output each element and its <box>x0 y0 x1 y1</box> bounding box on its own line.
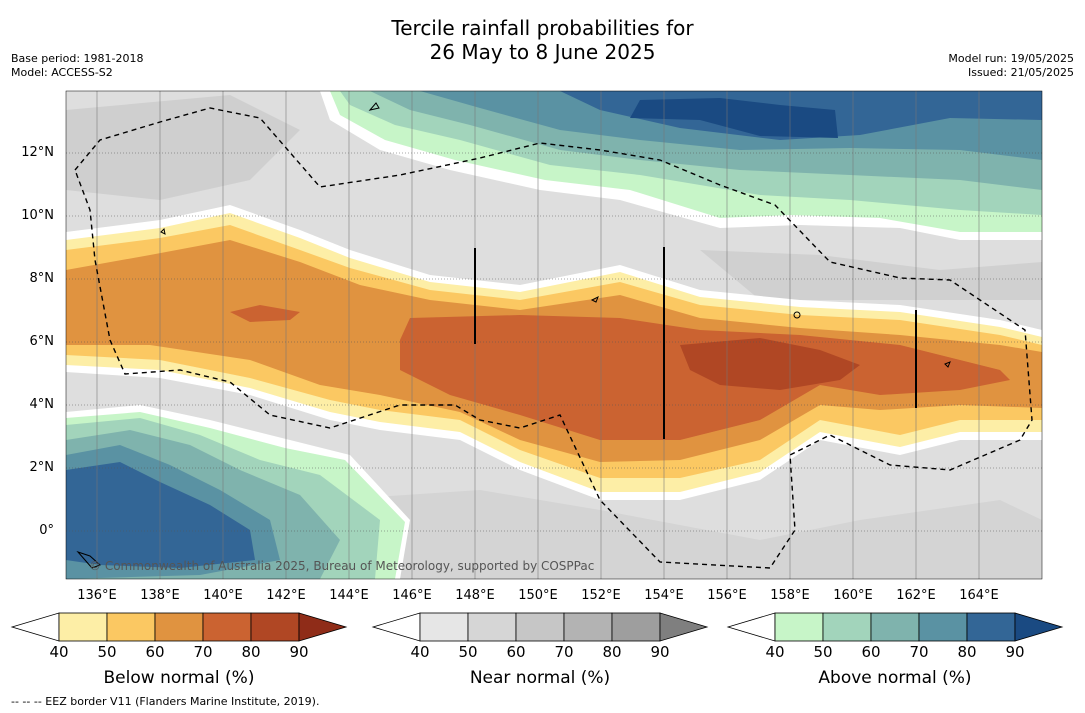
colorbar-below-segment <box>250 612 300 642</box>
colorbar-title-near: Near normal (%) <box>469 668 611 688</box>
lat-label: 10°N <box>21 208 54 223</box>
lon-label: 160°E <box>833 588 873 603</box>
map-credit: © Commonwealth of Australia 2025, Bureau… <box>89 559 595 573</box>
lat-label: 6°N <box>29 334 55 349</box>
lon-label: 146°E <box>392 588 432 603</box>
colorbar-below-high-arrow <box>298 612 348 642</box>
colorbar-tick: 90 <box>650 643 670 661</box>
colorbar-above-high-arrow <box>1014 612 1064 642</box>
lon-label: 156°E <box>707 588 747 603</box>
above-normal-max <box>630 98 838 138</box>
colorbar-tick: 70 <box>554 643 574 661</box>
colorbar-tick: 80 <box>957 643 977 661</box>
map-field <box>66 91 1042 579</box>
lon-label: 154°E <box>644 588 684 603</box>
lon-label: 158°E <box>770 588 810 603</box>
gridlines <box>66 152 1042 532</box>
eez-footnote: -- -- -- EEZ border V11 (Flanders Marine… <box>11 695 320 708</box>
colorbar-above-low-arrow <box>726 612 776 642</box>
colorbar-near-segment <box>419 612 469 642</box>
lat-label: 0° <box>39 523 54 538</box>
colorbar-tick: 60 <box>145 643 165 661</box>
above-normal-sw-90 <box>66 462 255 568</box>
lon-label: 164°E <box>959 588 999 603</box>
colorbar-near-low-arrow <box>371 612 421 642</box>
below-normal-80-patch <box>230 305 300 322</box>
lon-label: 140°E <box>203 588 243 603</box>
colorbar-below-segment <box>58 612 108 642</box>
colorbar-near-segment <box>563 612 613 642</box>
lat-label: 4°N <box>29 397 55 412</box>
colorbar-near-segment <box>515 612 565 642</box>
lon-label: 142°E <box>266 588 306 603</box>
colorbar-below-segment <box>202 612 252 642</box>
colorbar-title-above: Above normal (%) <box>818 668 972 688</box>
title-line2: 26 May to 8 June 2025 <box>429 40 656 64</box>
model-name: Model: ACCESS-S2 <box>11 66 113 79</box>
map-frame <box>65 90 1043 580</box>
islands <box>76 102 951 569</box>
colorbars <box>10 612 1064 642</box>
colorbar-near-high-arrow <box>659 612 709 642</box>
colorbar-above-segment <box>966 612 1016 642</box>
lon-label: 136°E <box>77 588 117 603</box>
colorbar-above-segment <box>822 612 872 642</box>
lat-label: 12°N <box>21 145 54 160</box>
colorbar-below-segment <box>154 612 204 642</box>
colorbar-tick: 50 <box>458 643 478 661</box>
reference-lines <box>474 247 917 439</box>
lon-label: 138°E <box>140 588 180 603</box>
eez-border <box>74 107 1033 569</box>
colorbar-tick: 80 <box>241 643 261 661</box>
colorbar-tick: 70 <box>909 643 929 661</box>
colorbar-near-segment <box>467 612 517 642</box>
near-normal-patch <box>66 95 300 200</box>
colorbar-tick: 60 <box>861 643 881 661</box>
lat-label: 8°N <box>29 271 55 286</box>
near-normal-patch <box>700 250 1042 300</box>
meta-left: Base period: 1981-2018 Model: ACCESS-S2 <box>11 52 143 80</box>
colorbar-near-segment <box>611 612 661 642</box>
colorbar-tick: 90 <box>1005 643 1025 661</box>
lon-label: 162°E <box>896 588 936 603</box>
colorbar-tick: 90 <box>289 643 309 661</box>
lon-label: 148°E <box>455 588 495 603</box>
colorbar-above-segment <box>918 612 968 642</box>
colorbar-below-low-arrow <box>10 612 60 642</box>
base-period: Base period: 1981-2018 <box>11 52 144 65</box>
meta-right: Model run: 19/05/2025 Issued: 21/05/2025 <box>948 52 1074 80</box>
colorbar-above-segment <box>870 612 920 642</box>
colorbar-tick: 60 <box>506 643 526 661</box>
colorbar-tick: 40 <box>410 643 430 661</box>
lat-label: 2°N <box>29 460 55 475</box>
colorbar-title-below: Below normal (%) <box>103 668 255 688</box>
title-line1: Tercile rainfall probabilities for <box>391 16 694 40</box>
colorbar-tick: 80 <box>602 643 622 661</box>
lon-label: 152°E <box>581 588 621 603</box>
colorbar-tick: 40 <box>49 643 69 661</box>
lon-label: 150°E <box>518 588 558 603</box>
colorbar-above-segment <box>774 612 824 642</box>
colorbar-tick: 50 <box>813 643 833 661</box>
issued-date: Issued: 21/05/2025 <box>967 66 1074 79</box>
near-normal-patch <box>330 490 1042 579</box>
colorbar-tick: 70 <box>193 643 213 661</box>
colorbar-tick: 50 <box>97 643 117 661</box>
model-run: Model run: 19/05/2025 <box>948 52 1074 65</box>
colorbar-tick: 40 <box>765 643 785 661</box>
colorbar-below-segment <box>106 612 156 642</box>
lon-label: 144°E <box>329 588 369 603</box>
below-normal-90 <box>680 338 860 390</box>
